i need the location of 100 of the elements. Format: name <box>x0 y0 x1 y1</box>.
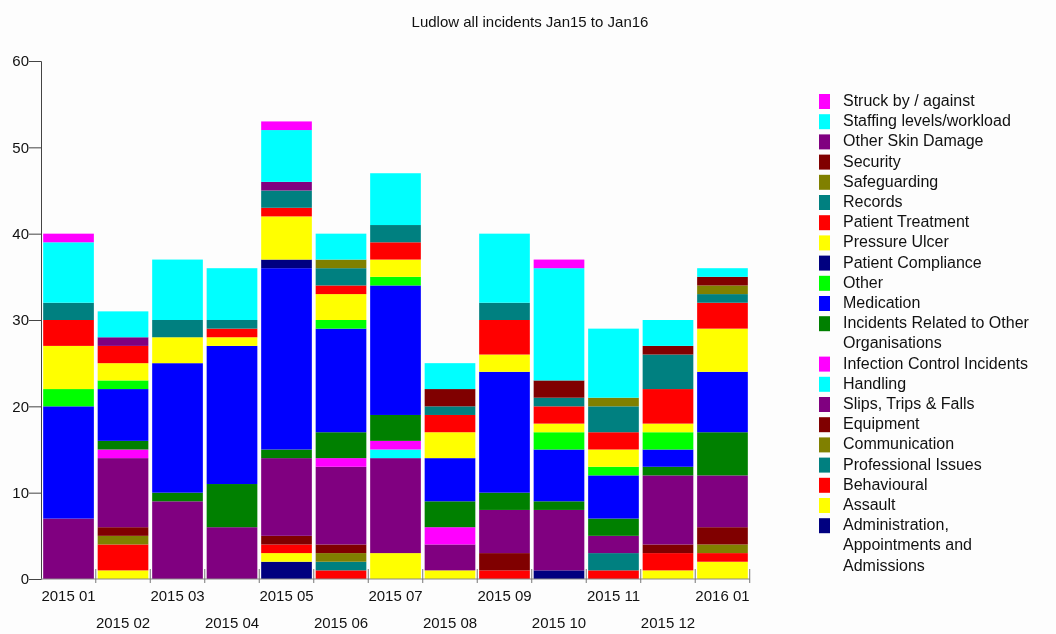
bar <box>533 380 585 398</box>
bar <box>43 518 94 579</box>
bar <box>642 570 694 579</box>
bar <box>370 225 421 243</box>
bar <box>697 475 748 528</box>
bar <box>152 259 203 320</box>
bar <box>43 345 94 390</box>
x-tick-label: 2015 09 <box>477 587 532 604</box>
bar <box>642 389 694 424</box>
bar <box>424 458 476 502</box>
bar <box>424 432 476 459</box>
bar <box>533 423 585 433</box>
bar <box>43 233 94 243</box>
bar <box>697 268 748 277</box>
bar <box>642 432 694 450</box>
bar <box>97 337 149 346</box>
bar <box>533 449 585 502</box>
bar <box>424 501 476 528</box>
bar <box>261 207 312 217</box>
legend-label: Administration, Appointments and Admissions <box>843 516 972 574</box>
legend-label: Records <box>843 193 903 210</box>
bar <box>588 570 639 579</box>
bar <box>370 458 421 554</box>
bar <box>533 397 585 407</box>
bar <box>206 345 258 485</box>
bar <box>370 449 421 459</box>
x-tick-label: 2015 07 <box>368 587 423 604</box>
y-tick-label: 10 <box>12 483 29 501</box>
bar <box>152 337 203 364</box>
y-tick-label: 20 <box>12 397 29 415</box>
bar <box>697 371 748 433</box>
bar <box>97 363 149 381</box>
bar <box>479 553 530 571</box>
bar <box>697 285 748 295</box>
bar <box>642 423 694 433</box>
bar <box>97 544 149 571</box>
x-tick-label: 2015 05 <box>259 587 314 604</box>
bar <box>479 320 530 355</box>
bar <box>370 276 421 286</box>
bar <box>588 328 639 398</box>
bar <box>479 233 530 303</box>
bar <box>424 527 476 545</box>
legend-label: Handling <box>843 374 907 392</box>
bar <box>370 553 421 579</box>
legend-label: Struck by / against <box>843 92 976 109</box>
bar <box>97 440 149 450</box>
legend-label: Infection Control Incidents <box>843 354 1028 372</box>
bar <box>315 544 367 554</box>
bar <box>97 345 149 364</box>
legend-label: Pressure Ulcer <box>843 233 950 251</box>
bar <box>261 544 312 554</box>
bar <box>642 320 694 346</box>
y-tick-label: 50 <box>12 138 29 156</box>
bar <box>261 181 312 191</box>
bar <box>43 302 94 320</box>
legend-label: Communication <box>843 435 955 453</box>
bar <box>315 259 367 269</box>
legend-label: Staffing levels/workload <box>843 112 1011 130</box>
y-tick-label: 0 <box>20 570 29 588</box>
bar <box>533 509 585 571</box>
bar <box>261 561 312 579</box>
bar <box>152 363 203 493</box>
bar <box>315 294 367 320</box>
bar <box>479 509 530 554</box>
bar <box>43 320 94 346</box>
bar <box>588 406 639 433</box>
bar <box>261 216 312 260</box>
bar <box>97 458 149 528</box>
bar <box>533 570 585 579</box>
legend-label: Slips, Trips & Falls <box>843 395 975 412</box>
x-tick-label: 2015 04 <box>204 614 260 631</box>
bar <box>642 553 694 571</box>
bar <box>206 337 258 346</box>
x-tick-label: 2015 08 <box>422 614 478 631</box>
bar <box>588 466 639 476</box>
bar <box>97 389 149 441</box>
bar <box>43 406 94 519</box>
bar <box>588 397 639 407</box>
bar <box>588 432 639 450</box>
bar <box>370 285 421 415</box>
bar <box>424 389 476 407</box>
bar <box>315 328 367 433</box>
bar <box>642 345 694 355</box>
legend-label: Patient Treatment <box>843 213 970 231</box>
bar <box>206 527 258 579</box>
bar <box>261 458 312 536</box>
bar <box>533 259 585 269</box>
bar <box>588 475 639 519</box>
bar <box>315 233 367 260</box>
legend-label: Behavioural <box>843 475 928 493</box>
chart-title: Ludlow all incidents Jan15 to Jan16 <box>411 13 649 30</box>
bar <box>479 492 530 510</box>
bar <box>697 302 748 329</box>
bar <box>43 389 94 407</box>
bar <box>424 414 476 433</box>
bar <box>97 311 149 338</box>
x-tick-label: 2016 01 <box>695 587 750 604</box>
bar <box>588 449 639 467</box>
bar <box>152 492 203 502</box>
bar <box>206 328 258 338</box>
